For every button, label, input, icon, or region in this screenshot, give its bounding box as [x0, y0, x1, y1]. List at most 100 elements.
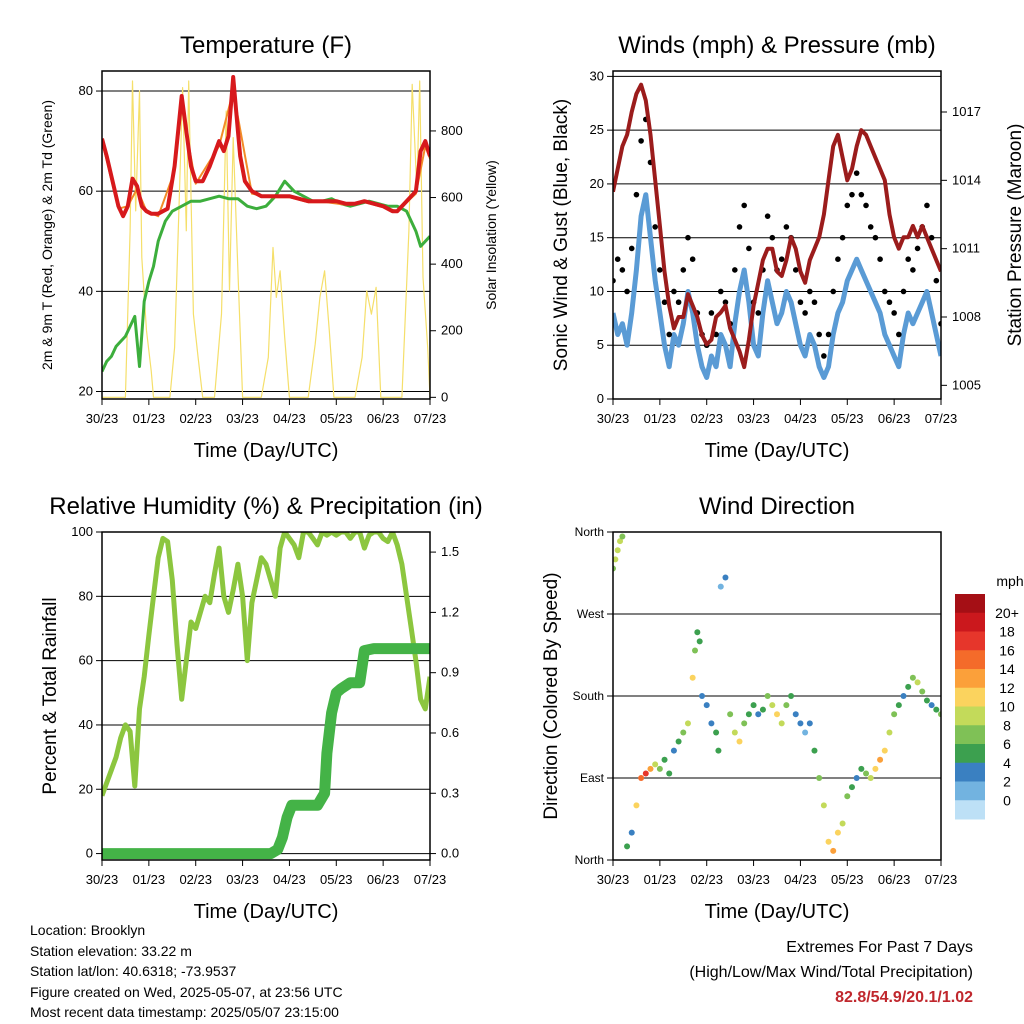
direction-point	[696, 638, 703, 645]
y-tick-label: 30	[590, 68, 604, 83]
temperature-chart: Temperature (F) Time (Day/UTC) 2m & 9m T (…	[39, 32, 499, 462]
series-precip	[102, 643, 430, 860]
direction-point	[928, 702, 935, 709]
gust-point	[619, 267, 626, 273]
y-tick-label: 20	[79, 383, 93, 398]
direction-point	[614, 547, 621, 554]
direction-point	[877, 756, 884, 763]
x-tick-label: 06/23	[367, 411, 400, 426]
y-tick-label: 60	[79, 183, 93, 198]
y2-tick-label: 0.0	[441, 846, 459, 861]
direction-point	[638, 775, 645, 781]
x-tick-label: 02/23	[179, 872, 212, 887]
direction-point	[900, 693, 907, 699]
series-wind	[613, 192, 941, 380]
direction-point	[764, 693, 771, 699]
gust-point	[881, 288, 888, 295]
x-tick-label: 06/23	[878, 872, 911, 887]
gust-point	[807, 288, 813, 295]
x-tick-label: 04/23	[273, 872, 306, 887]
direction-point	[825, 838, 832, 845]
gust-point	[896, 331, 902, 338]
x-tick-label: 02/23	[690, 872, 723, 887]
direction-point	[661, 756, 668, 763]
y-tick-label: 100	[71, 524, 93, 539]
colorbar-label: 0	[1003, 792, 1011, 808]
y-tick-label: 40	[79, 283, 93, 298]
gust-point	[708, 310, 715, 316]
direction-point	[848, 784, 855, 791]
colorbar-swatch	[955, 631, 985, 651]
direction-point	[680, 729, 687, 736]
x-tick-label: 30/23	[597, 411, 630, 426]
y2-tick-label: 1005	[952, 377, 981, 392]
gust-point	[867, 224, 874, 230]
gust-point	[891, 310, 897, 316]
gust-point	[858, 191, 865, 198]
gust-point	[783, 224, 790, 230]
latlon-text: Station lat/lon: 40.6318; -73.9537	[30, 963, 237, 979]
direction-point	[788, 693, 795, 699]
gust-point	[717, 288, 724, 295]
x-tick-label: 04/23	[273, 411, 306, 426]
y2-tick-label: 400	[441, 256, 463, 271]
y-tick-label: 40	[79, 717, 93, 732]
direction-point	[708, 720, 715, 727]
colorbar-label: 18	[999, 624, 1015, 640]
gust-point	[914, 245, 921, 252]
direction-point	[909, 674, 916, 681]
gust-point	[628, 245, 635, 252]
direction-point	[675, 738, 682, 745]
direction-point	[844, 793, 851, 800]
direction-point	[774, 711, 780, 718]
y2-tick-label: 1.2	[441, 604, 459, 619]
y2-tick-label: 0.6	[441, 725, 459, 740]
y-tick-label: 5	[597, 337, 604, 352]
x-tick-label: 07/23	[414, 872, 447, 887]
gust-point	[652, 224, 658, 230]
colorbar-swatch	[955, 650, 985, 670]
x-axis-label: Time (Day/UTC)	[705, 440, 850, 462]
y-axis-label: 2m & 9m T (Red, Orange) & 2m Td (Green)	[39, 100, 55, 370]
direction-point	[933, 706, 940, 713]
x-tick-label: 07/23	[925, 411, 958, 426]
direction-point	[666, 770, 673, 777]
direction-point	[692, 647, 698, 654]
x-tick-label: 01/23	[644, 872, 677, 887]
direction-point	[811, 747, 818, 754]
series-solar	[102, 80, 430, 398]
chart-title: Temperature (F)	[180, 32, 352, 59]
gust-point	[614, 256, 621, 262]
x-tick-label: 05/23	[320, 411, 353, 426]
x-tick-label: 05/23	[320, 872, 353, 887]
y-tick-label: 20	[79, 781, 93, 796]
direction-point	[633, 802, 640, 809]
direction-point	[905, 683, 912, 690]
y2-tick-label: 1.5	[441, 544, 459, 559]
colorbar-swatch	[955, 612, 985, 632]
colorbar-label: 16	[999, 642, 1015, 658]
direction-point	[652, 761, 659, 768]
gust-point	[849, 191, 855, 198]
colorbar-swatch	[955, 687, 985, 707]
y-tick-label: 0	[86, 846, 93, 861]
gust-point	[928, 234, 935, 241]
direction-point	[741, 720, 748, 727]
wind-speed-colorbar: mph 20+ 18 16 14 12 10 8 6 4 2 0	[955, 573, 1024, 820]
gust-point	[741, 202, 747, 209]
gust-point	[689, 256, 696, 262]
direction-point	[759, 706, 766, 713]
y2-tick-label: 0	[441, 389, 448, 404]
direction-point	[895, 702, 902, 709]
direction-point	[613, 556, 619, 563]
gust-point	[933, 277, 940, 284]
gust-point	[910, 267, 916, 273]
direction-point	[755, 711, 762, 718]
x-tick-label: 07/23	[925, 872, 958, 887]
direction-point	[769, 702, 776, 709]
gust-point	[675, 299, 682, 306]
gust-point	[886, 299, 893, 306]
recent-text: Most recent data timestamp: 2025/05/07 2…	[30, 1004, 339, 1020]
direction-point	[699, 693, 706, 699]
